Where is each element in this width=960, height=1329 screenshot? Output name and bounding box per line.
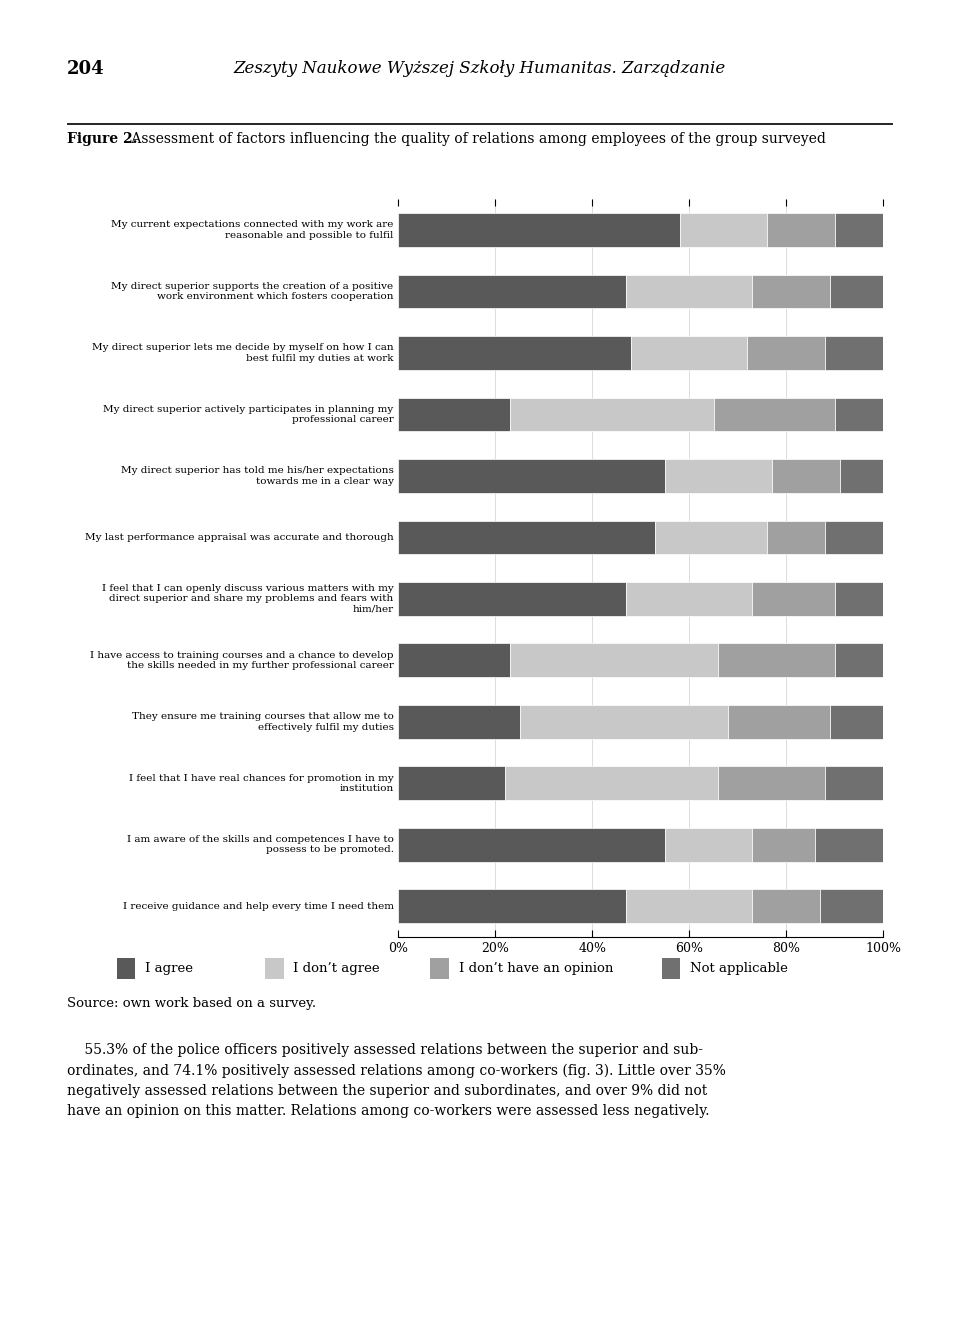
- Bar: [398, 275, 626, 308]
- Text: I feel that I can openly discuss various matters with my
direct superior and sha: I feel that I can openly discuss various…: [102, 583, 394, 614]
- Bar: [398, 336, 631, 369]
- Bar: [825, 521, 883, 554]
- Bar: [820, 889, 883, 924]
- Text: I have access to training courses and a chance to develop
the skills needed in m: I have access to training courses and a …: [90, 651, 394, 670]
- Text: 55.3% of the police officers positively assessed relations between the superior : 55.3% of the police officers positively …: [67, 1043, 726, 1118]
- Bar: [398, 889, 626, 924]
- Text: Not applicable: Not applicable: [689, 962, 787, 975]
- Bar: [767, 213, 834, 247]
- Bar: [265, 958, 283, 979]
- Bar: [753, 582, 834, 615]
- Bar: [505, 767, 718, 800]
- Bar: [656, 521, 767, 554]
- Bar: [398, 521, 656, 554]
- Text: Source: own work based on a survey.: Source: own work based on a survey.: [67, 997, 317, 1010]
- Text: They ensure me training courses that allow me to
effectively fulfil my duties: They ensure me training courses that all…: [132, 712, 394, 731]
- Bar: [753, 828, 815, 861]
- Bar: [829, 704, 883, 739]
- Bar: [767, 521, 825, 554]
- Text: I don’t agree: I don’t agree: [294, 962, 380, 975]
- Text: Zeszyty Naukowe Wyższej Szkoły Humanitas. Zarządzanie: Zeszyty Naukowe Wyższej Szkoły Humanitas…: [234, 60, 726, 77]
- Bar: [519, 704, 728, 739]
- Bar: [661, 958, 680, 979]
- Bar: [626, 275, 753, 308]
- Bar: [728, 704, 829, 739]
- Text: I agree: I agree: [145, 962, 193, 975]
- Bar: [815, 828, 883, 861]
- Text: My direct superior supports the creation of a positive
work environment which fo: My direct superior supports the creation…: [111, 282, 394, 302]
- Bar: [117, 958, 135, 979]
- Bar: [398, 767, 505, 800]
- Bar: [398, 643, 510, 678]
- Bar: [626, 582, 753, 615]
- Bar: [718, 767, 825, 800]
- Text: My direct superior has told me his/her expectations
towards me in a clear way: My direct superior has told me his/her e…: [121, 466, 394, 485]
- Text: I feel that I have real chances for promotion in my
institution: I feel that I have real chances for prom…: [129, 773, 394, 793]
- Text: I don’t have an opinion: I don’t have an opinion: [459, 962, 612, 975]
- Bar: [825, 767, 883, 800]
- Bar: [835, 213, 883, 247]
- Bar: [398, 459, 665, 493]
- Text: My current expectations connected with my work are
reasonable and possible to fu: My current expectations connected with m…: [111, 221, 394, 239]
- Bar: [665, 828, 753, 861]
- Bar: [835, 582, 883, 615]
- Text: 204: 204: [67, 60, 105, 78]
- Bar: [510, 397, 713, 432]
- Bar: [510, 643, 718, 678]
- Bar: [631, 336, 748, 369]
- Bar: [829, 275, 883, 308]
- Bar: [835, 643, 883, 678]
- Bar: [626, 889, 753, 924]
- Bar: [665, 459, 772, 493]
- Bar: [398, 582, 626, 615]
- Text: My direct superior actively participates in planning my
professional career: My direct superior actively participates…: [104, 405, 394, 424]
- Text: Figure 2.: Figure 2.: [67, 132, 137, 146]
- Text: I receive guidance and help every time I need them: I receive guidance and help every time I…: [123, 901, 394, 910]
- Bar: [753, 275, 829, 308]
- Bar: [753, 889, 820, 924]
- Text: My direct superior lets me decide by myself on how I can
best fulfil my duties a: My direct superior lets me decide by mys…: [92, 343, 394, 363]
- Bar: [398, 828, 665, 861]
- Bar: [398, 213, 680, 247]
- Text: Assessment of factors influencing the quality of relations among employees of th: Assessment of factors influencing the qu…: [128, 132, 827, 146]
- Bar: [825, 336, 883, 369]
- Bar: [835, 397, 883, 432]
- Bar: [840, 459, 883, 493]
- Bar: [713, 397, 835, 432]
- Bar: [398, 397, 510, 432]
- Bar: [718, 643, 834, 678]
- Bar: [398, 704, 519, 739]
- Bar: [748, 336, 825, 369]
- Text: My last performance appraisal was accurate and thorough: My last performance appraisal was accura…: [84, 533, 394, 542]
- Bar: [430, 958, 448, 979]
- Bar: [680, 213, 767, 247]
- Bar: [772, 459, 840, 493]
- Text: I am aware of the skills and competences I have to
possess to be promoted.: I am aware of the skills and competences…: [127, 835, 394, 855]
